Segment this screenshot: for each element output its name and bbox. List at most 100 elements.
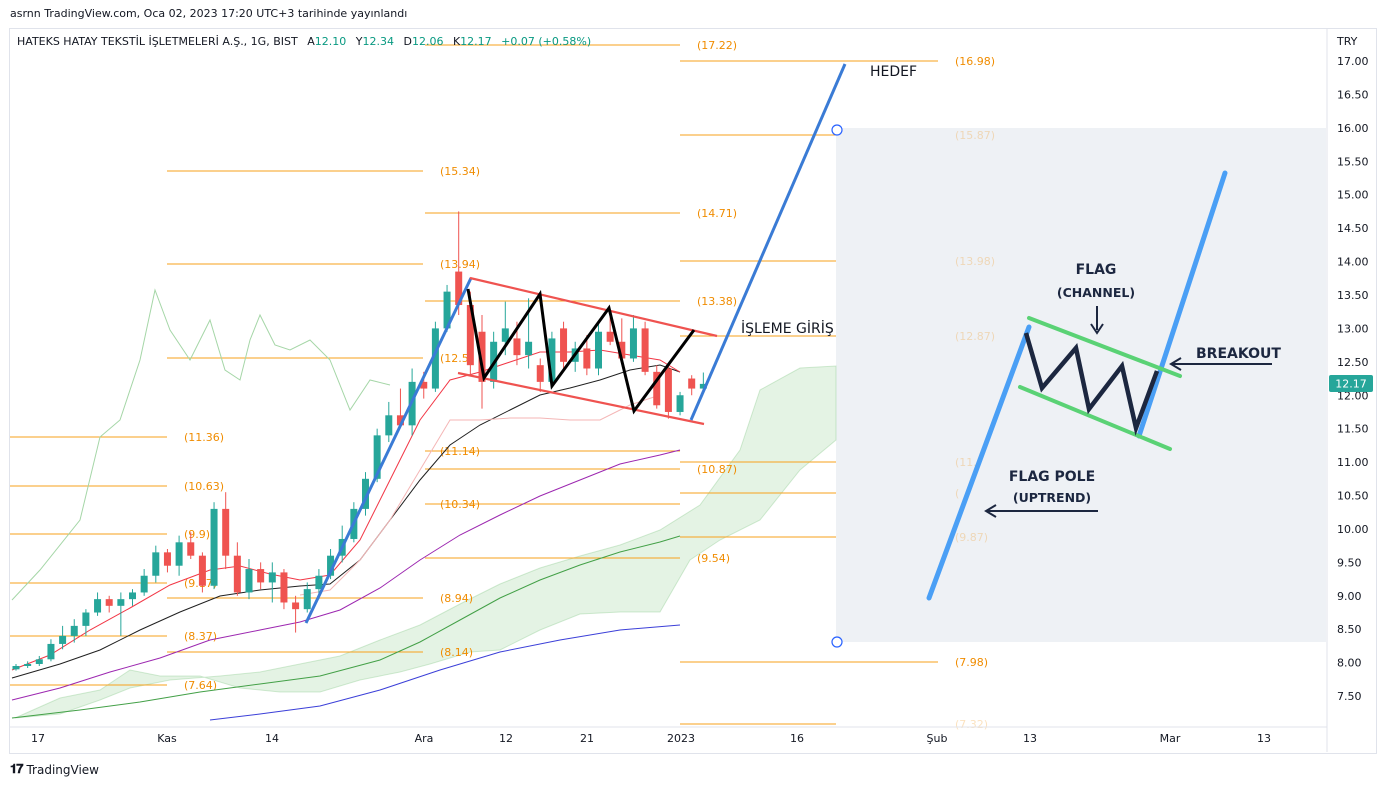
flag-pole-trendline[interactable] [304,277,473,624]
candle-body[interactable] [82,612,90,626]
candle-body[interactable] [525,341,533,356]
candle-body[interactable] [117,599,125,606]
ohlc-legend: HATEKS HATAY TEKSTİL İŞLETMELERİ A.Ş., 1… [17,35,591,48]
candle-body[interactable] [466,305,474,366]
ema-purple-line[interactable] [11,449,681,701]
footer-brand[interactable]: 𝟏𝟕 TradingView [10,762,99,777]
price-tick-label: 16.50 [1337,88,1369,101]
ichimoku-lag-line[interactable] [11,288,391,601]
flag-upper-channel[interactable] [469,276,718,338]
ema-black-line[interactable] [11,364,681,679]
time-tick-label: 2023 [667,732,695,745]
price-tick-label: 17.00 [1337,55,1369,68]
candle-body[interactable] [583,348,591,369]
candle-body[interactable] [513,338,521,356]
candle-body[interactable] [664,368,672,412]
diagram-pole-arrowhead [984,504,997,518]
candle-body[interactable] [175,542,183,566]
candle-body[interactable] [443,291,451,329]
candle-body[interactable] [362,478,369,509]
price-axis[interactable]: 17.00 16.50 16.00 15.50 15.00 14.50 14.00 13.50… [1337,55,1369,703]
candle-body[interactable] [292,602,300,610]
candle-body[interactable] [641,328,649,372]
candle-body[interactable] [35,659,43,664]
candle-body[interactable] [606,331,614,342]
candle-body[interactable] [94,599,102,613]
candle-body[interactable] [152,552,160,576]
change-value: +0.07 (+0.58%) [501,35,591,48]
ichimoku-base-line[interactable] [299,394,661,596]
candle-body[interactable] [140,575,148,593]
candle-body[interactable] [560,328,568,362]
candle-body[interactable] [548,338,556,382]
candle-body[interactable] [129,592,136,600]
candle-body[interactable] [396,415,404,426]
candle-body[interactable] [536,365,544,382]
candle-body[interactable] [420,381,428,389]
candle-body[interactable] [222,508,230,556]
fib-level-label: (9.9) [184,528,210,541]
candle-body[interactable] [257,569,265,583]
candle-body[interactable] [47,643,55,660]
box-handle-top[interactable] [831,124,843,136]
close-label: K [453,35,461,48]
target-projection-line[interactable] [689,63,847,421]
fib-level-label: (17.22) [697,39,737,52]
candle-body[interactable] [431,328,439,389]
candle-body[interactable] [327,555,335,576]
high-value: 12.34 [362,35,394,48]
fib-level-label: (8.37) [184,630,217,643]
flag-lower-channel[interactable] [457,371,705,426]
candle-body[interactable] [385,415,393,436]
candle-body[interactable] [688,378,696,389]
candle-body[interactable] [198,555,206,586]
candle-body[interactable] [478,331,486,382]
low-label: D [403,35,411,48]
candle-body[interactable] [653,371,661,406]
diagram-flag-label: FLAG [1076,262,1117,278]
fib-level-label: (7.64) [184,679,217,692]
candle-body[interactable] [59,635,67,644]
candle-body[interactable] [595,331,602,369]
candle-body[interactable] [280,572,288,603]
candle-body[interactable] [187,542,195,556]
candle-body[interactable] [24,663,32,666]
price-tick-label: 8.50 [1337,623,1362,636]
candle-body[interactable] [268,572,276,583]
candle-body[interactable] [373,435,381,479]
candle-body[interactable] [245,569,253,593]
time-tick-label: Şub [927,732,948,745]
time-axis[interactable]: 17 Kas 14 Ara 12 21 2023 16 Şub 13 Mar 13 [31,732,1271,745]
ema-blue-line[interactable] [209,624,681,721]
footer-brand-text: TradingView [26,762,99,777]
candle-body[interactable] [210,508,218,586]
candle-body[interactable] [618,341,626,359]
target-label: HEDEF [870,64,917,80]
candle-body[interactable] [12,665,20,670]
candle-body[interactable] [501,328,509,342]
box-handle-bottom[interactable] [831,636,843,648]
fib-level-label: (8.94) [440,592,473,605]
currency-label: TRY [1336,35,1358,48]
diagram-zigzag [1023,332,1160,436]
candle-body[interactable] [233,555,241,593]
price-tick-label: 7.50 [1337,690,1362,703]
candle-body[interactable] [629,328,637,359]
ema-green-line[interactable] [11,535,681,719]
flag-zigzag-line[interactable] [466,288,696,415]
price-tick-label: 12.50 [1337,356,1369,369]
candle-body[interactable] [699,383,707,389]
candle-body[interactable] [676,395,684,412]
candle-body[interactable] [105,599,113,606]
price-tick-label: 14.00 [1337,256,1369,269]
candle-body[interactable] [70,625,78,636]
candle-body[interactable] [455,271,463,306]
fib-level-label: (11.14) [440,445,480,458]
candle-body[interactable] [303,589,311,610]
candle-body[interactable] [163,552,171,566]
candle-body[interactable] [315,575,323,590]
ichimoku-cloud [14,365,837,719]
fib-level-label: (9.54) [697,552,730,565]
price-tick-label: 13.00 [1337,322,1369,335]
